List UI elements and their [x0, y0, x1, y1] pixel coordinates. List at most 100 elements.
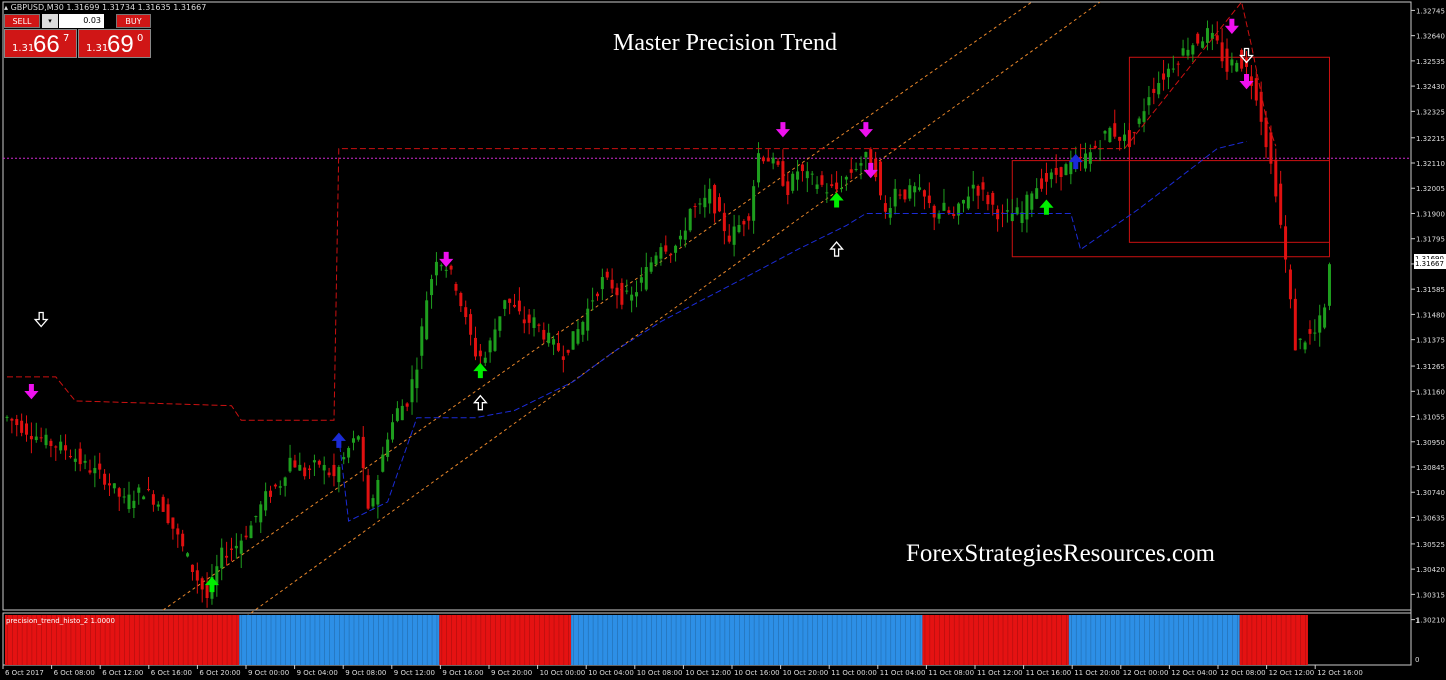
candle-body — [273, 484, 277, 487]
candle-body — [503, 300, 507, 309]
candle-body — [542, 329, 546, 340]
candle-body — [991, 192, 995, 205]
histogram-segment-red — [922, 615, 1069, 665]
candle-body — [1210, 32, 1214, 39]
candle-body — [288, 457, 292, 472]
candle-body — [142, 496, 146, 500]
candle-body — [796, 171, 800, 180]
candle-body — [64, 445, 68, 451]
sell-button[interactable]: SELL — [4, 14, 40, 28]
candle-body — [15, 419, 19, 426]
candle-body — [229, 548, 233, 550]
candle-body — [117, 488, 121, 497]
down-signal-arrow-icon — [858, 122, 873, 138]
candle-body — [215, 566, 219, 584]
candle-body — [981, 182, 985, 190]
candle-body — [522, 319, 526, 324]
x-tick-label: 6 Oct 2017 — [5, 669, 44, 677]
histogram-segment-blue — [571, 615, 923, 665]
up-signal-arrow-icon — [829, 192, 844, 208]
candle-body — [1225, 48, 1229, 72]
candle-body — [957, 203, 961, 216]
candle-body — [586, 308, 590, 331]
candle-body — [151, 494, 155, 505]
x-tick-label: 9 Oct 20:00 — [491, 669, 532, 677]
histogram-segment-red — [439, 615, 572, 665]
candle-body — [1088, 152, 1092, 164]
lot-dropdown-icon[interactable]: ▾ — [42, 14, 58, 28]
y-tick-label: 1.30635 — [1416, 514, 1445, 522]
x-tick-label: 9 Oct 00:00 — [248, 669, 289, 677]
candle-body — [591, 300, 595, 302]
lot-size-input[interactable]: 0.03 — [59, 14, 104, 28]
y-tick-label: 1.30845 — [1416, 464, 1445, 472]
y-tick-label: 1.30210 — [1416, 617, 1445, 625]
candle-body — [971, 184, 975, 189]
candle-body — [244, 535, 248, 538]
candle-body — [874, 158, 878, 178]
candle-body — [39, 437, 43, 439]
y-tick-label: 1.31265 — [1416, 363, 1445, 371]
x-tick-label: 12 Oct 04:00 — [1171, 669, 1217, 677]
candle-body — [25, 423, 29, 435]
histo-scale-top: 1 — [1415, 617, 1419, 625]
candle-body — [869, 149, 873, 169]
x-tick-label: 10 Oct 04:00 — [588, 669, 634, 677]
candle-body — [1284, 226, 1288, 260]
candle-body — [708, 188, 712, 204]
candle-body — [107, 483, 111, 486]
candle-body — [805, 171, 809, 179]
candle-body — [1040, 178, 1044, 189]
bid-price-button[interactable]: 1.31 66 7 — [4, 29, 77, 58]
candle-body — [1069, 161, 1073, 175]
candle-body — [1059, 167, 1063, 177]
candle-body — [132, 500, 136, 508]
candle-body — [34, 436, 38, 441]
down-signal-arrow-icon — [33, 311, 49, 328]
up-signal-arrow-icon — [473, 362, 488, 379]
candle-body — [395, 408, 399, 421]
candle-body — [161, 496, 165, 512]
x-tick-label: 11 Oct 08:00 — [928, 669, 974, 677]
candle-body — [698, 203, 702, 205]
candle-body — [249, 525, 253, 539]
candle-body — [986, 195, 990, 205]
candle-body — [1181, 48, 1185, 56]
main-pane-frame — [2, 1, 1412, 611]
symbol-info: ▴ GBPUSD,M30 1.31699 1.31734 1.31635 1.3… — [4, 3, 206, 12]
candle-body — [68, 455, 72, 458]
candle-body — [644, 267, 648, 290]
candle-body — [376, 479, 380, 505]
candle-body — [1313, 332, 1317, 334]
candle-body — [839, 188, 843, 190]
up-signal-arrow-icon — [472, 394, 488, 411]
candle-body — [205, 585, 209, 599]
up-signal-arrow-icon — [331, 432, 346, 448]
candle-body — [747, 216, 751, 221]
down-signal-arrow-icon — [439, 251, 454, 268]
candle-body — [1054, 167, 1058, 175]
x-tick-label: 12 Oct 12:00 — [1269, 669, 1315, 677]
candle-body — [922, 190, 926, 197]
x-tick-label: 11 Oct 12:00 — [977, 669, 1023, 677]
x-tick-label: 9 Oct 08:00 — [345, 669, 386, 677]
candle-body — [717, 197, 721, 212]
candle-body — [1269, 132, 1273, 164]
candle-body — [259, 504, 263, 523]
candle-body — [537, 324, 541, 326]
candle-body — [478, 350, 482, 357]
ask-price-button[interactable]: 1.31 69 0 — [78, 29, 151, 58]
candle-body — [317, 460, 321, 465]
candle-body — [1171, 68, 1175, 70]
candle-body — [103, 473, 107, 485]
candle-body — [83, 460, 87, 463]
candle-body — [727, 235, 731, 242]
candle-body — [766, 157, 770, 162]
candle-body — [659, 247, 663, 259]
candle-body — [44, 434, 48, 446]
candle-body — [683, 230, 687, 240]
ask-price-big: 69 — [107, 31, 134, 58]
buy-button[interactable]: BUY — [116, 14, 151, 28]
collapse-icon[interactable]: ▴ — [4, 3, 11, 12]
